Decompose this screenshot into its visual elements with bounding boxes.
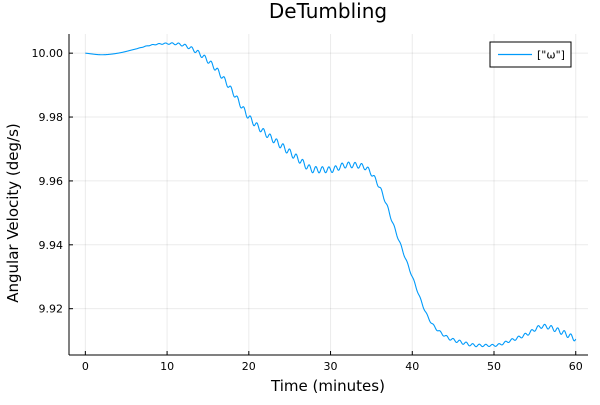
y-axis-title: Angular Velocity (deg/s) xyxy=(4,123,22,303)
series-line-omega xyxy=(85,42,577,348)
x-tick-label: 20 xyxy=(242,360,256,373)
x-tick-label: 50 xyxy=(487,360,501,373)
x-tick-label: 40 xyxy=(405,360,419,373)
x-tick-label: 30 xyxy=(324,360,338,373)
legend: ["ω"] xyxy=(489,41,572,68)
series-layer xyxy=(85,42,577,348)
y-tick-label: 9.92 xyxy=(39,303,64,316)
y-tick-label: 9.96 xyxy=(39,175,64,188)
grid-layer xyxy=(69,34,588,355)
chart-title: DeTumbling xyxy=(269,0,387,23)
x-axis-title: Time (minutes) xyxy=(270,377,385,395)
y-tick-label: 9.98 xyxy=(39,111,64,124)
ticks-layer: 0 10 20 30 40 50 60 9.92 9.94 9.96 9.98 10.00 xyxy=(32,47,583,373)
x-tick-label: 10 xyxy=(160,360,174,373)
x-tick-label: 0 xyxy=(82,360,89,373)
legend-entry-label: ["ω"] xyxy=(537,49,565,62)
axes-layer xyxy=(68,34,588,356)
y-tick-label: 9.94 xyxy=(39,239,64,252)
x-tick-label: 60 xyxy=(569,360,583,373)
y-tick-label: 10.00 xyxy=(32,47,64,60)
